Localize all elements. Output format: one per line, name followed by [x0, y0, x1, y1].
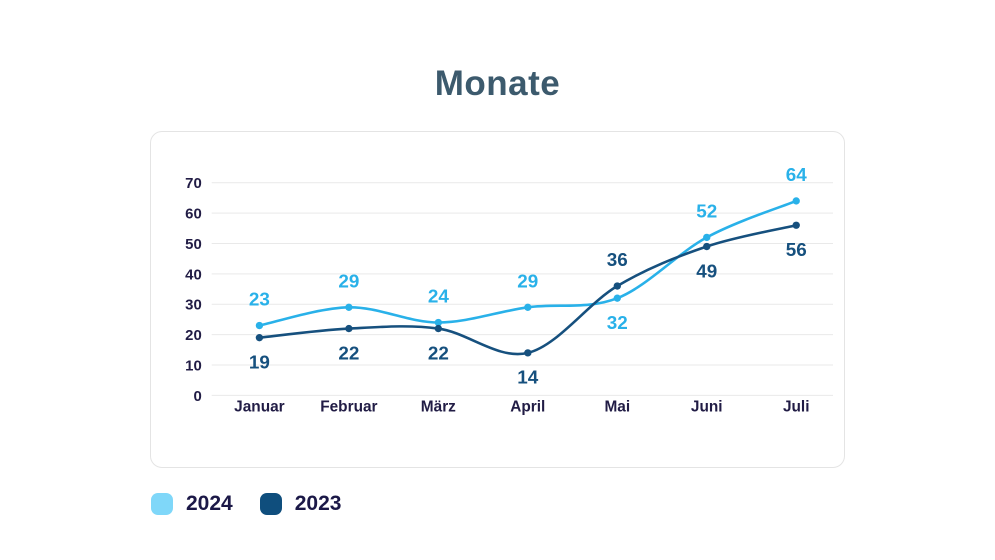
series-2024-value-label-juli: 64 [786, 165, 807, 186]
series-2023-value-label-juni: 49 [696, 261, 717, 282]
series-2024-point-januar[interactable] [255, 321, 264, 330]
x-tick-label-märz: März [421, 398, 456, 415]
x-tick-label-april: April [510, 398, 545, 415]
series-2023-point-juli[interactable] [792, 221, 800, 229]
series-2023-value-label-juli: 56 [786, 240, 807, 261]
series-2023-point-juni[interactable] [703, 242, 711, 251]
line-chart: 0 10 20 30 40 50 60 70 Januar Februar März April Mai… [185, 165, 833, 415]
series-2023-point-januar[interactable] [255, 334, 264, 342]
series-2023-point-februar[interactable] [345, 324, 353, 333]
series-2024-value-label-april: 29 [517, 271, 538, 292]
series-2024-point-mai[interactable] [613, 294, 621, 302]
series-2023-point-mai[interactable] [613, 282, 621, 290]
series-2023-point-märz[interactable] [434, 324, 443, 333]
series-2024-value-label-märz: 24 [428, 287, 449, 308]
legend: 2024 2023 [151, 492, 341, 516]
legend-swatch-2024-icon [151, 493, 173, 515]
series-2024-value-label-januar: 23 [249, 290, 270, 311]
series-2024-value-label-mai: 32 [607, 313, 628, 334]
x-tick-label-juli: Juli [783, 398, 810, 415]
series-2023-value-label-januar: 19 [249, 353, 270, 374]
y-tick-label-60: 60 [185, 207, 202, 223]
legend-label-2023: 2023 [294, 492, 342, 515]
legend-item-2024[interactable]: 2024 [151, 492, 233, 516]
y-tick-label-40: 40 [185, 267, 202, 283]
y-tick-label-50: 50 [185, 237, 202, 253]
y-tick-label-0: 0 [193, 389, 201, 405]
series-2024-point-märz[interactable] [434, 318, 443, 327]
series-2024-point-april[interactable] [524, 303, 532, 311]
x-tick-label-januar: Januar [234, 398, 284, 415]
chart-card: 0 10 20 30 40 50 60 70 Januar Februar März April Mai… [150, 131, 845, 468]
series-2024-point-juli[interactable] [792, 197, 800, 205]
y-tick-label-30: 30 [185, 298, 202, 314]
series-2023-value-label-mai: 36 [607, 250, 628, 271]
legend-swatch-2023-icon [259, 493, 282, 515]
series-2024-point-februar[interactable] [345, 303, 353, 311]
y-tick-label-20: 20 [185, 328, 202, 344]
series-2023-value-label-februar: 22 [338, 343, 359, 364]
series-2023-point-april[interactable] [524, 349, 532, 357]
x-tick-label-juni: Juni [691, 398, 723, 415]
y-tick-label-70: 70 [185, 176, 202, 192]
series-2023-value-label-märz: 22 [428, 343, 449, 364]
legend-item-2023[interactable]: 2023 [259, 492, 342, 516]
x-tick-label-februar: Februar [320, 398, 377, 415]
y-tick-label-10: 10 [185, 359, 202, 375]
series-2023-value-label-april: 14 [517, 368, 538, 389]
chart-title: Monate [434, 64, 561, 103]
series-2024-value-label-februar: 29 [338, 271, 359, 292]
legend-label-2024: 2024 [186, 492, 233, 515]
series-2024-point-juni[interactable] [703, 233, 711, 242]
x-tick-label-mai: Mai [604, 398, 630, 415]
series-2024-value-label-juni: 52 [696, 202, 717, 223]
